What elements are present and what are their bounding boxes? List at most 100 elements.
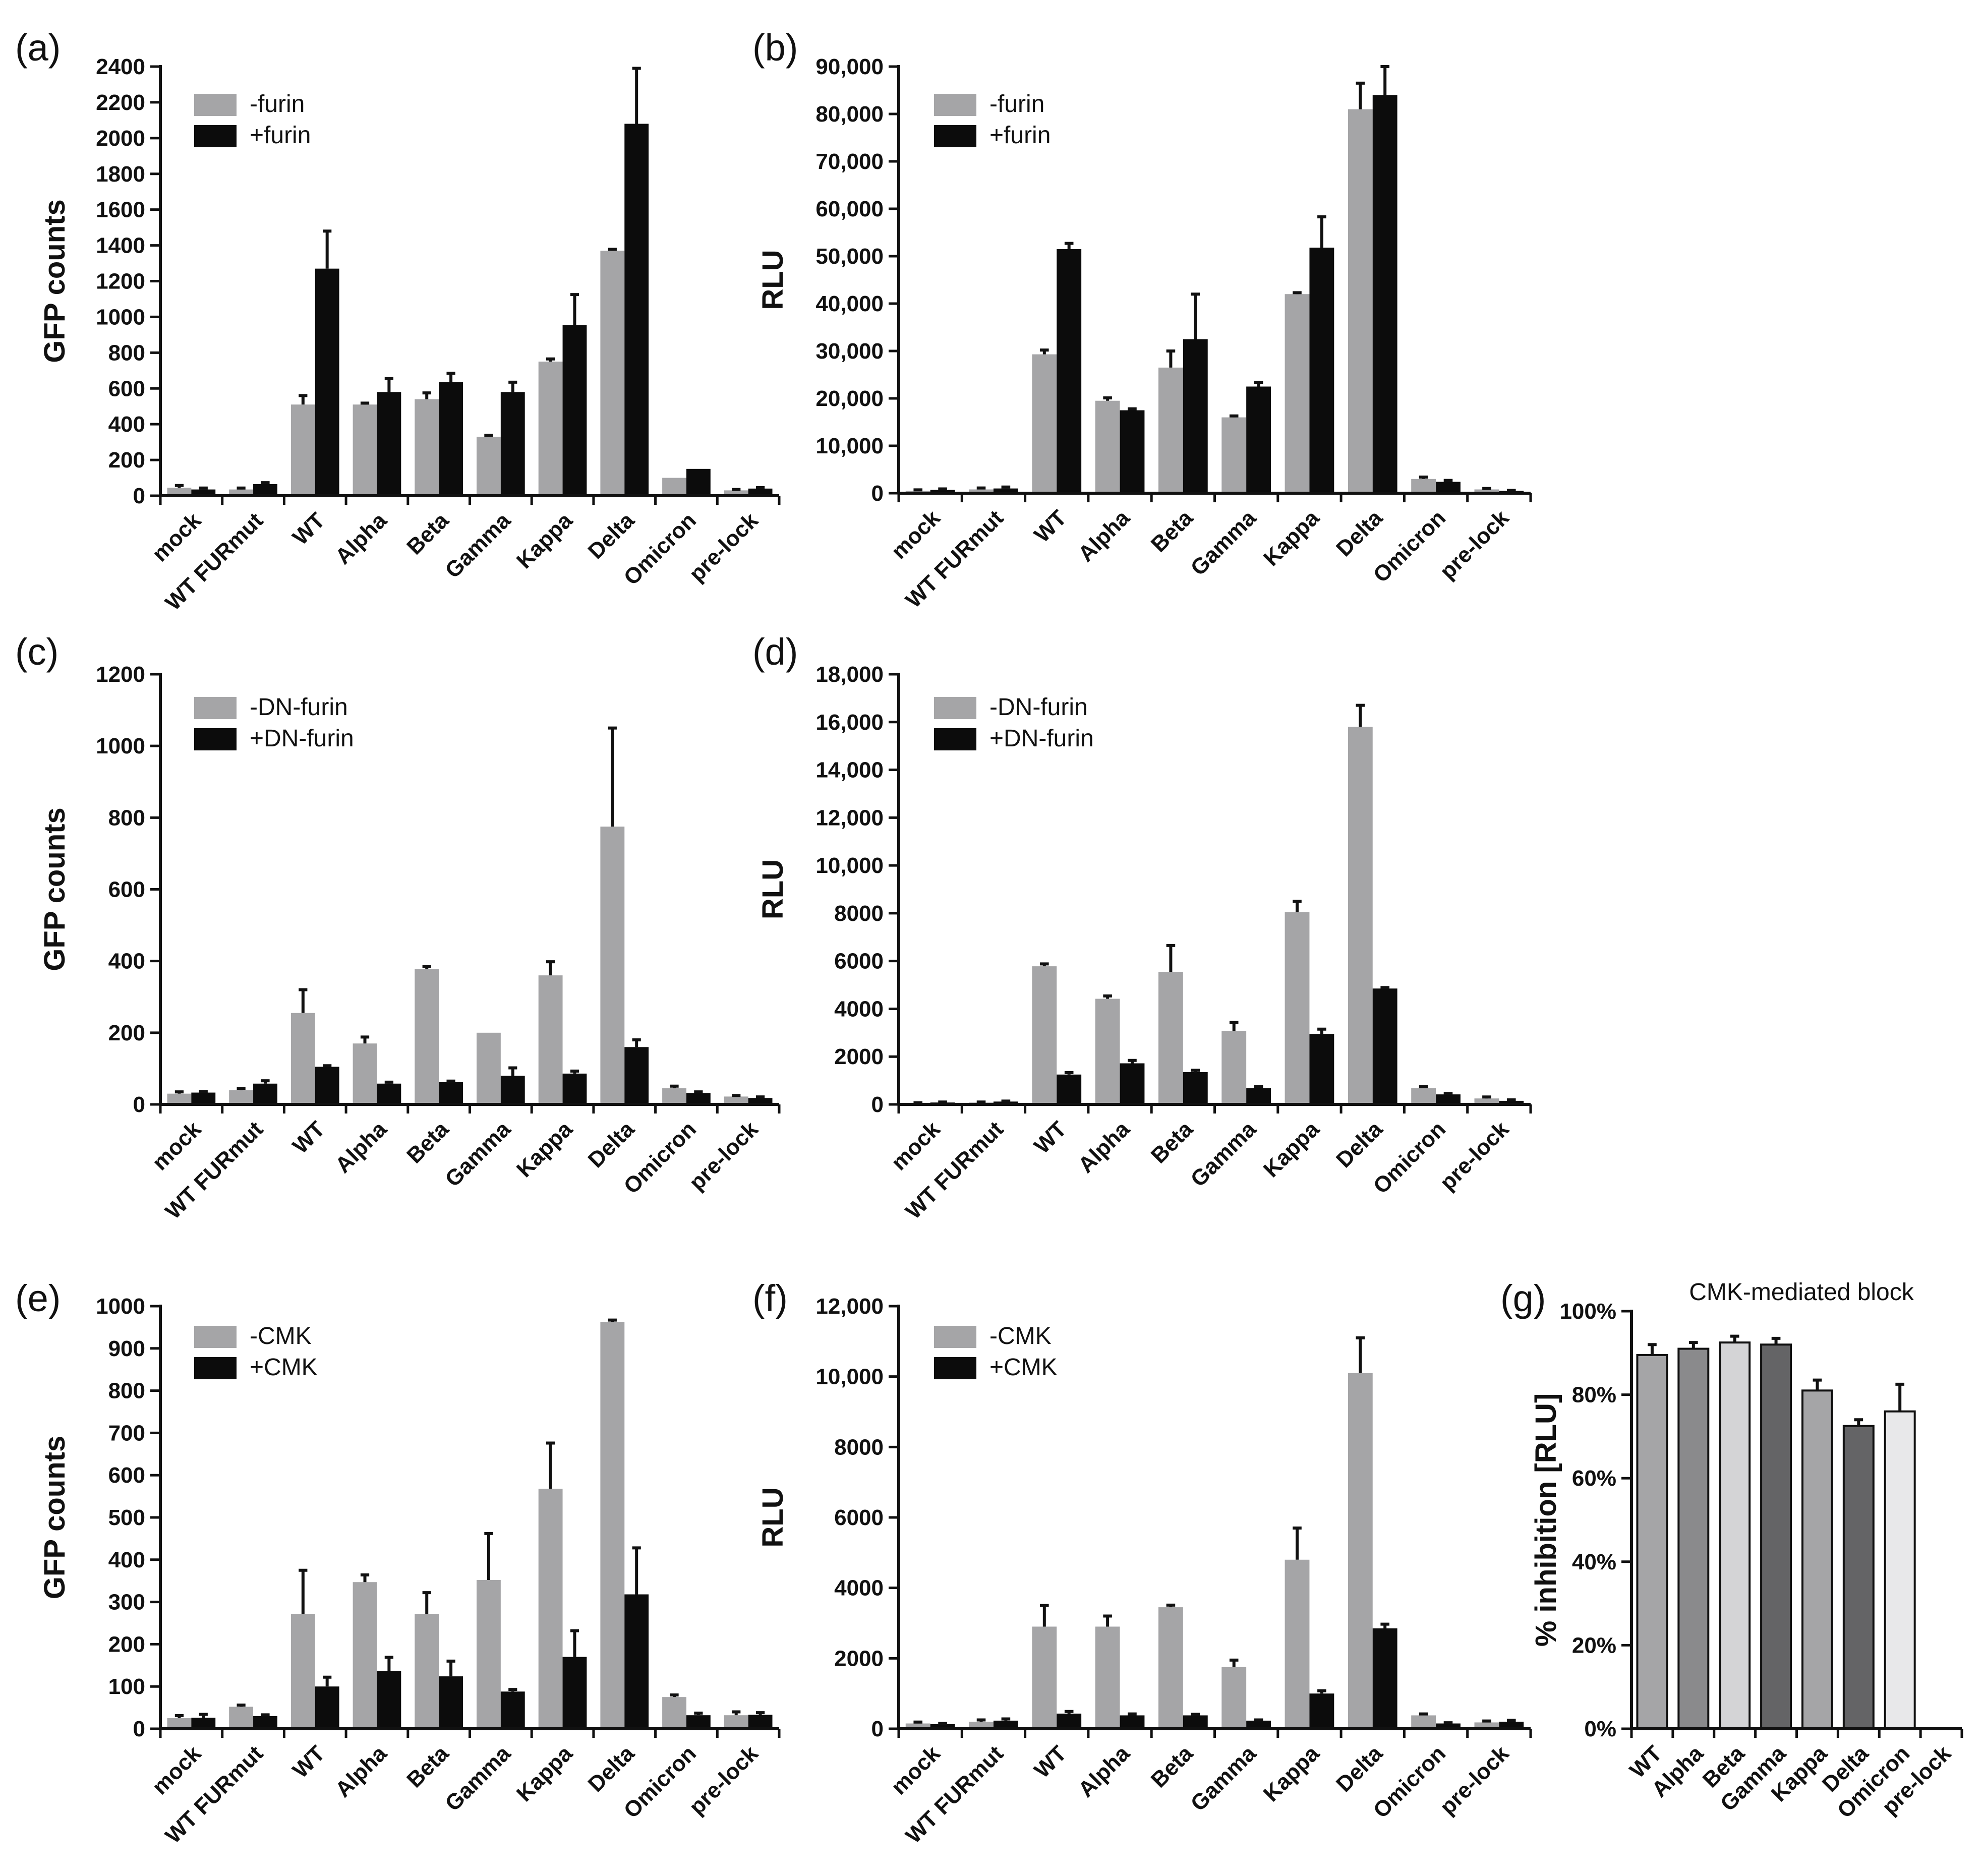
y-tick-label: 0: [871, 481, 884, 506]
y-tick-label: 1200: [96, 662, 145, 687]
x-tick-label: Beta: [402, 1741, 453, 1792]
y-tick-label: 0: [133, 1717, 145, 1741]
bar-plus: [315, 1686, 339, 1729]
y-tick-label: 1200: [96, 269, 145, 294]
y-axis-label: GFP counts: [38, 199, 71, 363]
x-tick-label: Beta: [1146, 505, 1198, 557]
bar-plus: [253, 484, 277, 496]
bar-minus: [1032, 966, 1057, 1104]
x-tick-label: Delta: [1331, 505, 1387, 561]
bar-plus: [1120, 1063, 1145, 1104]
y-tick-label: 6000: [834, 949, 884, 974]
y-axis-label: RLU: [756, 1487, 789, 1547]
chart-f: (f) RLU 0 2000 4000 6000 8000 10,000 12,000 mock W…: [752, 1277, 1532, 1848]
x-tick-label: Delta: [584, 1741, 639, 1797]
bar-plus: [624, 1594, 649, 1729]
y-tick-label: 80,000: [815, 102, 884, 127]
bar-minus: [476, 1580, 501, 1729]
bar-plus: [1120, 410, 1145, 493]
y-tick-label: 20,000: [815, 386, 884, 411]
y-tick-label: 4000: [834, 996, 884, 1021]
legend-swatch-minus: [194, 1326, 237, 1348]
legend-swatch-plus: [934, 1357, 976, 1379]
y-tick-label: 70,000: [815, 149, 884, 174]
bar-minus: [229, 489, 254, 496]
bar-plus: [500, 392, 525, 496]
y-tick-label: 1600: [96, 198, 145, 222]
x-tick-label: mock: [147, 1117, 206, 1175]
bar-minus: [1158, 971, 1183, 1104]
bar: [1760, 1343, 1792, 1730]
bar-minus: [969, 1722, 994, 1729]
y-tick-label: 8000: [834, 1435, 884, 1459]
bar-minus: [1285, 294, 1310, 493]
legend-label: -furin: [989, 91, 1044, 118]
y-axis-label: RLU: [756, 859, 789, 919]
x-tick-label: Delta: [584, 1117, 639, 1172]
bar-plus: [1120, 1715, 1145, 1729]
y-tick-label: 2000: [96, 126, 145, 151]
bar-plus: [748, 488, 773, 496]
bar-minus: [415, 1614, 439, 1729]
legend-label: +furin: [250, 122, 311, 149]
x-tick-label: Kappa: [512, 1117, 577, 1182]
x-tick-label: Kappa: [512, 508, 577, 573]
bar-minus: [662, 478, 686, 496]
y-tick-label: 600: [108, 877, 145, 902]
bar-plus: [1436, 1723, 1461, 1729]
bar-plus: [377, 392, 401, 496]
y-tick-label: 4000: [834, 1576, 884, 1601]
bar-minus: [1411, 1715, 1436, 1729]
bar-plus: [315, 268, 339, 496]
y-tick-label: 60,000: [815, 197, 884, 221]
bar-plus: [191, 1092, 216, 1104]
x-tick-label: WT: [288, 1741, 330, 1783]
bar-minus: [600, 251, 625, 496]
x-tick-label: Gamma: [440, 1741, 515, 1816]
bar-plus: [1499, 1100, 1524, 1104]
bar-plus: [1499, 1722, 1524, 1729]
y-tick-label: 0: [871, 1717, 884, 1741]
panel-label: (g): [1500, 1277, 1546, 1319]
chart-a: (a) GFP counts 0 200 400 600 800 1000 1200 1400 16…: [15, 27, 781, 615]
bar-minus: [167, 1093, 192, 1104]
y-tick-label: 2200: [96, 90, 145, 115]
bar-plus: [1246, 1720, 1271, 1729]
legend-label: +furin: [989, 122, 1051, 149]
bar-plus: [1057, 249, 1082, 493]
y-tick-label: 0: [871, 1092, 884, 1117]
bar-plus: [624, 1047, 649, 1104]
bar-plus: [315, 1067, 339, 1104]
chart-b: (b) RLU 0 10,000 20,000 30,000 40,000 50,000 60,…: [752, 27, 1532, 613]
bar-minus: [476, 1032, 501, 1104]
legend-label: -CMK: [250, 1323, 312, 1350]
panel-label: (d): [752, 631, 798, 673]
bar-minus: [290, 404, 315, 496]
x-tick-label: Kappa: [1259, 1117, 1324, 1182]
y-tick-label: 600: [108, 1463, 145, 1488]
y-tick-label: 2000: [834, 1044, 884, 1069]
x-tick-label: WT: [288, 508, 330, 550]
bar-minus: [1095, 400, 1120, 493]
legend-label: +DN-furin: [250, 725, 354, 752]
x-tick-label: Alpha: [1074, 1741, 1135, 1802]
y-tick-label: 1800: [96, 162, 145, 187]
x-tick-label: Alpha: [1074, 505, 1135, 566]
x-tick-label: Alpha: [330, 1741, 391, 1802]
bar-minus: [662, 1088, 686, 1104]
legend-swatch-plus: [934, 728, 976, 750]
bar: [1636, 1354, 1668, 1730]
bar-minus: [1474, 1722, 1499, 1729]
bar-minus: [1348, 727, 1373, 1104]
y-axis-label: % inhibition [RLU]: [1530, 1393, 1562, 1647]
bar-minus: [538, 975, 563, 1104]
bar-plus: [930, 1724, 955, 1729]
bar-plus: [993, 488, 1018, 493]
y-tick-label: 60%: [1572, 1466, 1616, 1491]
y-tick-label: 200: [108, 1632, 145, 1657]
x-tick-label: pre-lock: [684, 1741, 763, 1820]
x-tick-label: Delta: [1331, 1741, 1387, 1797]
bar-plus: [1246, 1088, 1271, 1104]
bar-plus: [1372, 95, 1397, 493]
y-tick-label: 18,000: [815, 662, 884, 687]
